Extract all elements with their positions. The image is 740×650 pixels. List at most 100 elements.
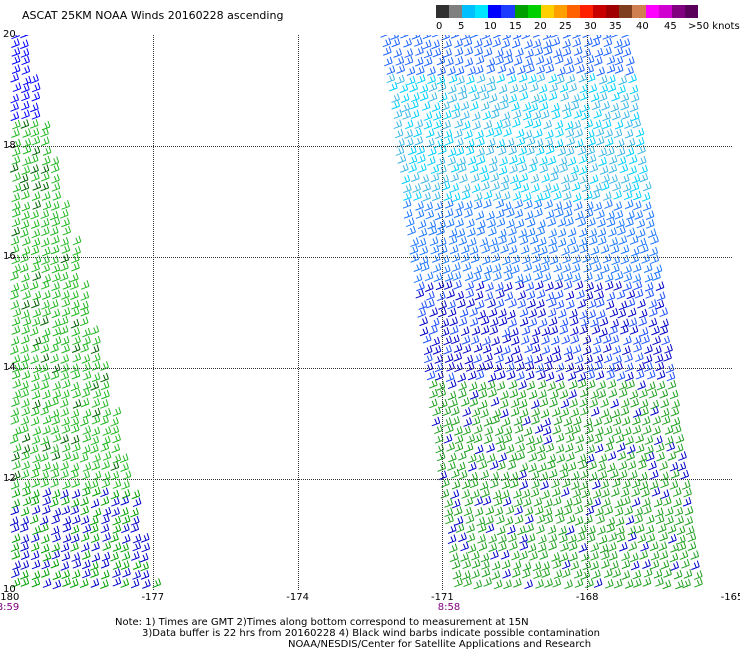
wind-barb	[81, 550, 91, 560]
wind-barb	[637, 380, 646, 390]
wind-barb	[496, 514, 505, 525]
wind-barb	[473, 424, 483, 435]
wind-barb	[31, 570, 41, 581]
wind-barb	[82, 480, 91, 491]
wind-barb	[81, 354, 91, 364]
wind-barb	[624, 199, 634, 210]
wind-barb	[500, 408, 509, 419]
wind-barb	[418, 300, 428, 310]
wind-barb	[594, 47, 604, 58]
wind-barb	[660, 398, 670, 409]
wind-barb	[132, 533, 142, 544]
wind-barb	[431, 102, 441, 112]
wind-barb	[71, 569, 81, 580]
wind-barb	[20, 380, 29, 391]
wind-barb	[635, 137, 645, 147]
wind-barb	[457, 163, 467, 173]
wind-barb	[514, 353, 523, 364]
wind-barb	[621, 559, 631, 570]
wind-barb	[635, 523, 645, 534]
wind-barb	[62, 522, 72, 533]
wind-barb	[22, 75, 32, 86]
wind-barb	[590, 560, 599, 571]
wind-barb	[42, 425, 51, 435]
wind-barb	[639, 399, 649, 409]
wind-barb	[536, 444, 546, 454]
wind-barb	[42, 578, 52, 588]
wind-barb	[557, 217, 567, 228]
wind-barb	[30, 354, 39, 365]
wind-barb	[524, 579, 533, 590]
wind-barb	[507, 524, 516, 535]
wind-barb	[614, 55, 624, 66]
wind-barb	[626, 289, 636, 300]
wind-barb	[70, 280, 79, 290]
wind-barb	[572, 424, 581, 435]
wind-barb	[534, 128, 543, 139]
wind-barb	[667, 524, 677, 534]
wind-barb	[664, 506, 674, 517]
wind-barb	[623, 272, 633, 283]
wind-barb	[430, 172, 440, 183]
wind-barb	[639, 326, 649, 337]
wind-barb	[525, 435, 535, 446]
wind-barb	[110, 533, 119, 543]
wind-barb	[574, 280, 584, 291]
wind-barb	[493, 579, 503, 590]
wind-barb	[450, 489, 460, 500]
wind-barb	[609, 325, 618, 335]
wind-barb	[50, 201, 60, 211]
wind-barb	[500, 174, 510, 185]
wind-barb	[62, 225, 72, 236]
wind-barb	[30, 550, 40, 561]
wind-barb	[517, 65, 526, 75]
wind-barb	[112, 433, 122, 444]
wind-barb	[471, 407, 481, 418]
wind-barb	[472, 272, 482, 282]
wind-barb	[606, 55, 616, 65]
wind-barb	[453, 128, 463, 139]
wind-barb	[550, 183, 560, 193]
wind-barb	[29, 444, 39, 455]
wind-barb	[50, 469, 60, 479]
wind-barb	[90, 568, 99, 578]
wind-barb	[534, 280, 544, 291]
wind-barb	[419, 91, 429, 102]
wind-barb	[458, 388, 467, 399]
wind-barb	[31, 228, 41, 239]
wind-barb	[595, 506, 604, 517]
wind-barb	[626, 379, 635, 390]
wind-barb	[82, 559, 91, 570]
wind-barb	[42, 200, 52, 211]
wind-barb	[444, 353, 454, 363]
wind-barb	[120, 542, 129, 553]
wind-barb	[72, 399, 82, 409]
wind-barb	[480, 552, 490, 563]
wind-barb	[640, 541, 649, 552]
wind-barb	[618, 469, 628, 480]
wind-barb	[399, 83, 409, 94]
wind-barb	[380, 35, 389, 38]
wind-barb	[92, 453, 101, 463]
wind-barb	[567, 227, 577, 238]
wind-barb	[513, 578, 522, 588]
wind-barb	[413, 262, 423, 272]
wind-barb	[478, 460, 488, 470]
wind-barb	[605, 435, 615, 446]
wind-barb	[451, 498, 461, 509]
wind-barb	[488, 534, 497, 544]
gridline-lat	[8, 368, 732, 369]
wind-barb	[31, 317, 41, 327]
wind-barb	[462, 261, 472, 272]
wind-barb	[491, 570, 501, 580]
wind-barb	[455, 218, 464, 228]
wind-barb	[451, 479, 461, 490]
wind-barb	[675, 433, 685, 444]
wind-barb	[632, 200, 642, 211]
wind-barb	[454, 38, 463, 48]
wind-barb	[519, 307, 529, 318]
wind-barb	[572, 254, 581, 265]
wind-barb	[444, 272, 454, 282]
wind-barb	[541, 190, 551, 201]
wind-barb	[604, 137, 614, 147]
